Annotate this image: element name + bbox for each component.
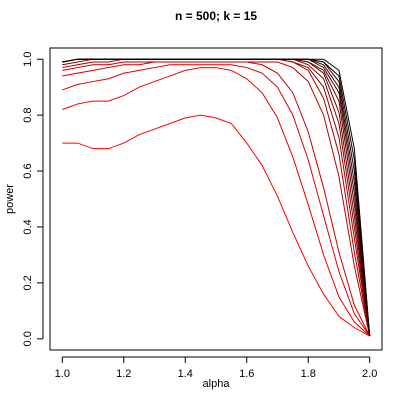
x-tick-label: 1.2 xyxy=(116,368,131,380)
y-tick-label: 0.2 xyxy=(22,275,34,290)
plot-box xyxy=(49,47,383,351)
y-axis-label: power xyxy=(4,184,16,214)
x-tick-label: 1.6 xyxy=(239,368,254,380)
x-axis-label: alpha xyxy=(203,378,231,390)
series-line xyxy=(62,64,371,337)
x-tick-label: 1.4 xyxy=(178,368,193,380)
series-line xyxy=(62,58,371,337)
series-line xyxy=(62,61,371,337)
chart-title: n = 500; k = 15 xyxy=(175,9,257,23)
y-tick-label: 0.6 xyxy=(22,163,34,178)
y-tick-label: 1.0 xyxy=(22,52,34,67)
y-tick-label: 0.8 xyxy=(22,107,34,122)
x-tick-label: 2.0 xyxy=(362,368,377,380)
y-tick-label: 0.0 xyxy=(22,331,34,346)
x-tick-label: 1.8 xyxy=(301,368,316,380)
y-tick-label: 0.4 xyxy=(22,219,34,234)
series-line xyxy=(62,67,371,337)
series-line xyxy=(62,114,370,337)
x-tick-label: 1.0 xyxy=(55,368,70,380)
